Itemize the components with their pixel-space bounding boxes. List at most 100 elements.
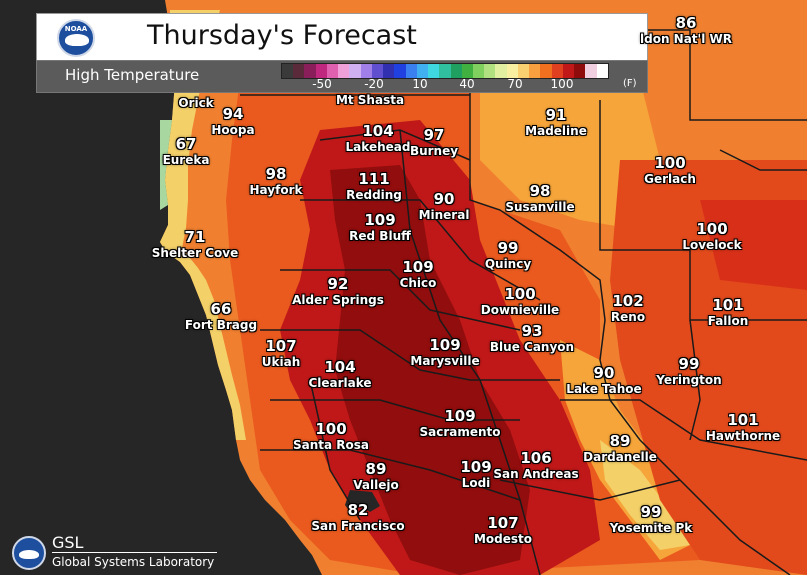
city-label: 109 Sacramento (419, 409, 500, 439)
valley-darkred (330, 165, 530, 575)
city-label: 97 Burney (409, 126, 459, 158)
city-name: Fallon (707, 314, 749, 328)
scale-swatch (360, 64, 372, 78)
city-label: 100 Lovelock (682, 220, 742, 252)
city-temperature: 100 (654, 154, 686, 172)
city-name: Mt Shasta (335, 93, 405, 107)
city-label: 111 Redding (346, 172, 402, 202)
scale-tick: -50 (312, 77, 332, 91)
noaa-bird-icon (19, 550, 39, 559)
city-label: Mt Shasta (336, 92, 404, 106)
city-label: 82 San Francisco (311, 503, 405, 533)
city-temperature: 90 (593, 364, 615, 382)
city-label: 89 Dardanelle (583, 434, 657, 464)
city-temperature: 109 (364, 211, 396, 229)
noaa-logo: NOAA (57, 19, 95, 57)
city-name: Gerlach (644, 172, 696, 186)
city-label: 99 Yerington (656, 355, 722, 387)
city-label: 107 Modesto (473, 514, 533, 546)
gsl-divider (52, 552, 217, 553)
scale-swatch (450, 64, 462, 78)
gsl-full: Global Systems Laboratory (52, 555, 215, 569)
city-name: Downieville (480, 303, 560, 317)
scale-swatch (495, 64, 507, 78)
color-scale (281, 63, 609, 79)
city-label: 99 Quincy (485, 241, 531, 271)
city-temperature: 97 (423, 126, 445, 144)
city-name: Blue Canyon (489, 340, 575, 354)
scale-swatch (383, 64, 395, 78)
city-name: Modesto (473, 532, 533, 546)
title-bar: NOAA Thursday's Forecast (36, 13, 648, 61)
gsl-short: GSL (52, 533, 84, 552)
city-name: Alder Springs (292, 293, 384, 307)
city-label: 104 Lakehead (346, 124, 411, 154)
coastal-band (160, 10, 246, 440)
city-label: 101 Fallon (707, 296, 749, 328)
city-name: Hayfork (249, 183, 303, 197)
scale-swatch (326, 64, 339, 78)
city-name: Marysville (410, 354, 480, 368)
city-temperature: 107 (487, 514, 519, 532)
scale-swatch (315, 64, 327, 78)
city-label: 107 Ukiah (261, 339, 301, 369)
scale-swatch (461, 64, 473, 78)
city-label: 86 ldon Nat'l WR (640, 14, 732, 46)
city-temperature: 90 (433, 190, 455, 208)
city-name: Madeline (525, 124, 587, 138)
city-temperature: 86 (675, 14, 697, 32)
city-temperature: 71 (184, 228, 206, 246)
city-name: Susanville (505, 200, 575, 214)
city-label: Orick (178, 95, 213, 109)
city-label: 94 Hoopa (211, 107, 254, 137)
city-temperature: 106 (520, 449, 552, 467)
scale-swatch (405, 64, 417, 78)
scale-swatch (574, 64, 586, 78)
city-label: 93 Blue Canyon (489, 324, 575, 354)
scale-swatch (506, 64, 518, 78)
city-temperature: 98 (265, 165, 287, 183)
city-name: Santa Rosa (292, 438, 370, 452)
city-name: Yosemite Pk (609, 521, 693, 535)
city-name: Hawthorne (705, 429, 781, 443)
city-temperature: 98 (529, 182, 551, 200)
page-title: Thursday's Forecast (147, 20, 417, 51)
scale-tick: 10 (412, 77, 428, 91)
city-temperature: 100 (315, 420, 347, 438)
scale-swatch (585, 64, 597, 78)
city-name: Mineral (418, 208, 470, 222)
city-temperature: 100 (696, 220, 728, 238)
city-name: Yerington (656, 373, 722, 387)
city-label: 100 Santa Rosa (292, 420, 370, 452)
scale-tick: 100 (550, 77, 574, 91)
city-name: Redding (346, 188, 402, 202)
city-temperature: 101 (727, 411, 759, 429)
city-name: San Francisco (311, 519, 405, 533)
city-label: 67 Eureka (163, 137, 210, 167)
scale-swatch (338, 64, 350, 78)
scale-swatch (282, 64, 294, 78)
map-header: NOAA Thursday's Forecast High Temperatur… (36, 13, 648, 93)
city-name: Reno (610, 310, 646, 324)
scale-swatch (472, 64, 485, 78)
city-label: 98 Susanville (505, 182, 575, 214)
city-label: 109 Marysville (410, 338, 480, 368)
city-temperature: 99 (678, 355, 700, 373)
city-temperature: 99 (640, 503, 662, 521)
city-temperature: 100 (504, 285, 536, 303)
city-temperature: 101 (712, 296, 744, 314)
city-name: Lovelock (682, 238, 742, 252)
legend-title: High Temperature (65, 66, 200, 84)
city-name: Ukiah (261, 355, 301, 369)
city-name: San Andreas (493, 467, 579, 481)
city-temperature: 92 (327, 275, 349, 293)
scale-tick: 70 (507, 77, 523, 91)
noaa-footer-logo (12, 536, 46, 570)
city-label: 100 Gerlach (644, 154, 696, 186)
city-name: Burney (409, 144, 459, 158)
scale-swatch (540, 64, 552, 78)
scale-swatch (428, 64, 440, 78)
city-temperature: 109 (402, 258, 434, 276)
